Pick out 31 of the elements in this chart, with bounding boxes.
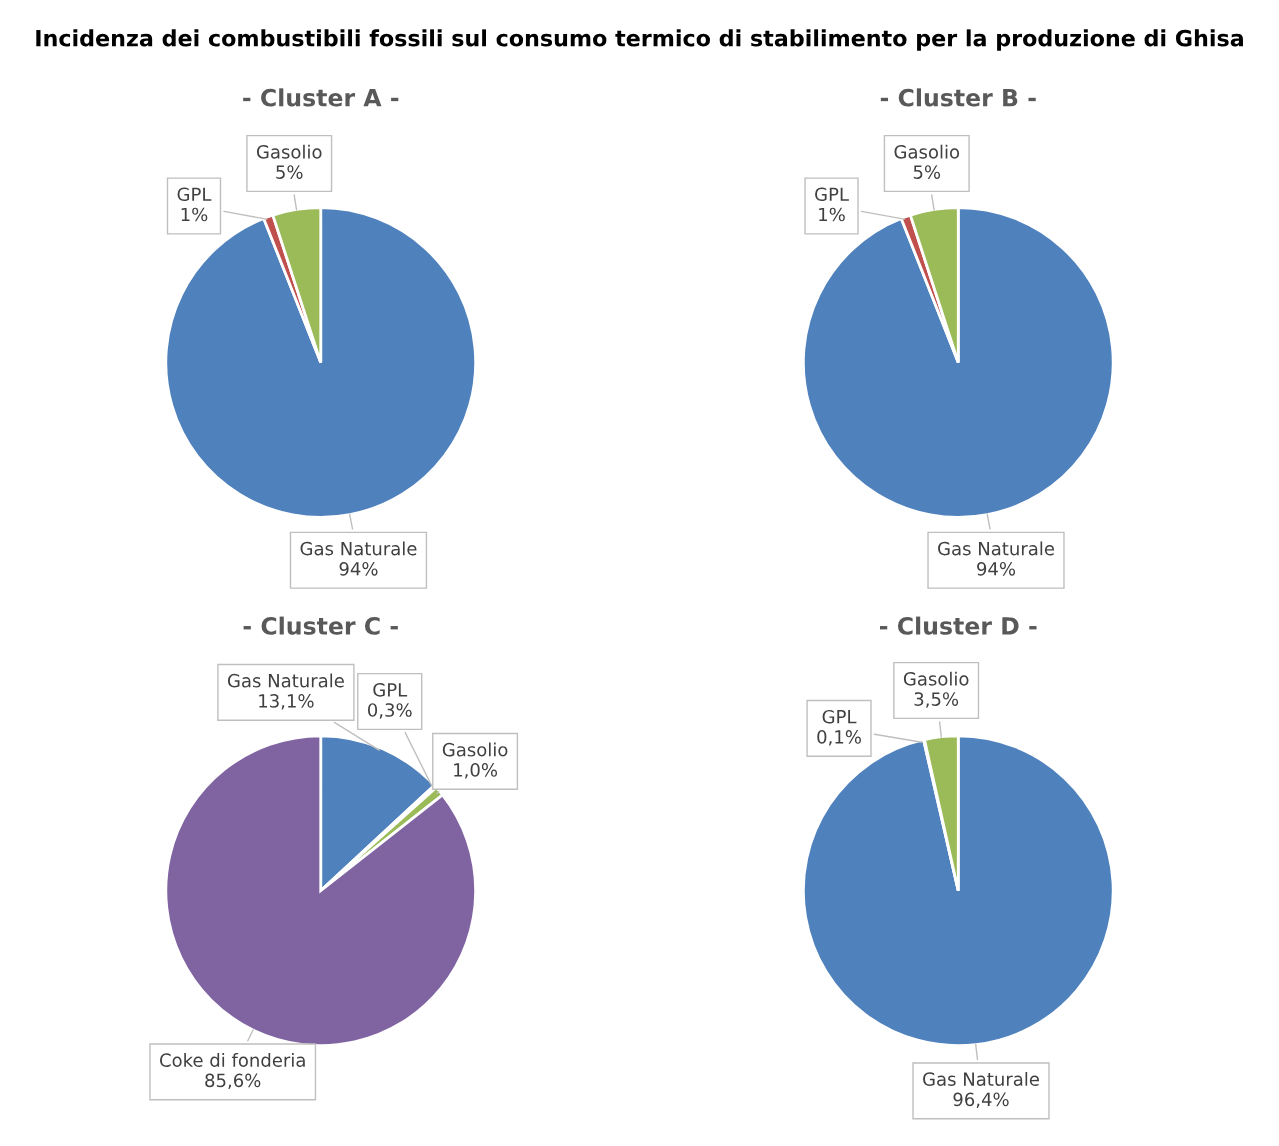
chart-title: - Cluster D - (880, 616, 1037, 635)
slice-label: Gas Naturale (227, 673, 344, 688)
slice-label: Gasolio (256, 144, 322, 159)
data-label: 1% (819, 207, 845, 222)
slice-label: GPL (373, 682, 408, 697)
slice-label: Gasolio (894, 144, 960, 159)
slice-label: GPL (177, 187, 212, 202)
data-label: 5% (276, 165, 303, 179)
slice-label: Gas Naturale (938, 541, 1054, 556)
chart-title: - Cluster A - (243, 88, 399, 107)
chart-title: - Cluster B - (880, 88, 1036, 107)
slice-label: Gas Naturale (923, 1071, 1039, 1086)
slice-label: Gasolio (442, 742, 508, 757)
data-label: 0,3% (368, 703, 412, 719)
data-label: 5% (913, 165, 941, 179)
data-label: 13,1% (259, 694, 314, 710)
slice-label: GPL (822, 709, 857, 724)
text: Incidenza dei combustibili fossili sul consumo termico di stabilimento per la produzione di Ghisa (36, 29, 1243, 51)
chart-title: - Cluster C - (243, 616, 398, 635)
data-label: 94% (977, 561, 1016, 576)
slice-label: Gasolio (903, 671, 969, 686)
slice-label: Gas Naturale (300, 541, 417, 556)
data-label: 96,4% (953, 1092, 1009, 1108)
data-label: 94% (339, 561, 378, 576)
data-label: 85,6% (205, 1073, 261, 1090)
data-label: 3,5% (914, 692, 959, 708)
slice-label: GPL (815, 187, 849, 202)
data-label: 0,1% (817, 730, 861, 746)
data-label: 1% (181, 207, 208, 222)
slice-label: Coke di fonderia (160, 1052, 305, 1067)
data-label: 1,0% (454, 763, 498, 779)
